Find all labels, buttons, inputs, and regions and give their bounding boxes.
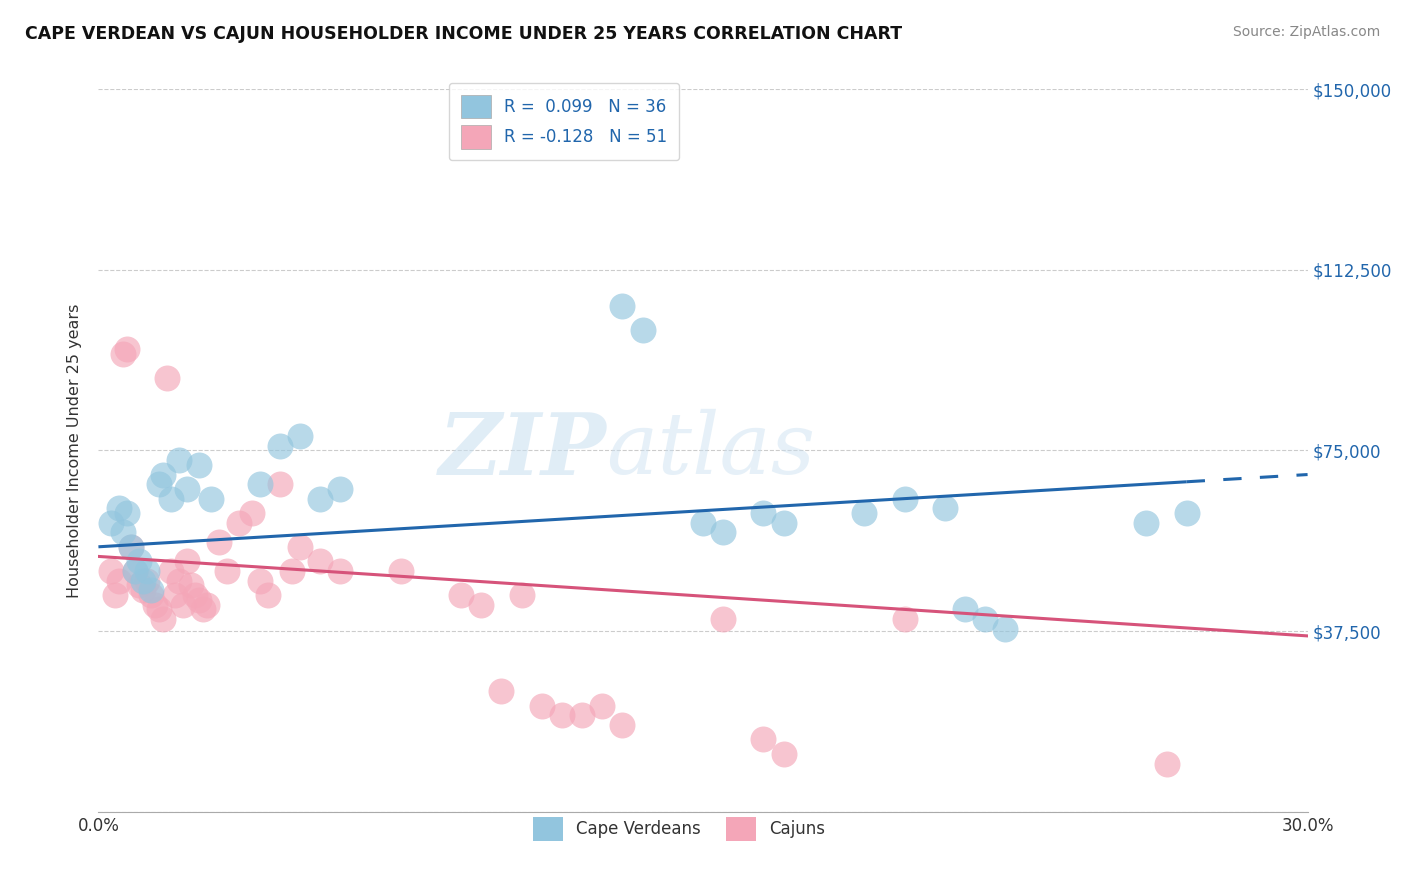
Point (953, 602, 976, 616)
Point (115, 506, 138, 520)
Point (256, 588, 278, 602)
Point (195, 598, 218, 612)
Point (269, 439, 291, 453)
Point (111, 525, 134, 540)
Point (193, 602, 215, 616)
Point (120, 540, 142, 554)
Point (139, 583, 162, 598)
Point (450, 588, 472, 602)
Point (107, 574, 129, 588)
Point (571, 708, 593, 723)
Point (994, 622, 1017, 636)
Point (107, 501, 129, 516)
Point (115, 343, 138, 357)
Point (1175, 506, 1198, 520)
Point (974, 612, 997, 626)
Point (160, 491, 183, 506)
Point (184, 588, 207, 602)
Point (772, 747, 794, 761)
Point (329, 564, 352, 578)
Point (249, 477, 271, 491)
Point (510, 588, 533, 602)
Point (148, 477, 170, 491)
Point (217, 564, 239, 578)
Point (530, 698, 553, 713)
Text: Source: ZipAtlas.com: Source: ZipAtlas.com (1233, 25, 1381, 39)
Point (143, 598, 166, 612)
Point (591, 698, 613, 713)
Point (281, 564, 304, 578)
Point (180, 578, 202, 592)
Point (160, 564, 183, 578)
Point (124, 564, 146, 578)
Point (288, 429, 311, 443)
Point (167, 453, 190, 467)
Point (551, 708, 574, 723)
Point (128, 554, 150, 568)
Point (200, 491, 222, 506)
Point (100, 564, 122, 578)
Point (128, 578, 150, 592)
Point (612, 299, 634, 313)
Legend: Cape Verdeans, Cajuns: Cape Verdeans, Cajuns (519, 804, 838, 854)
Point (389, 564, 412, 578)
Y-axis label: Householder Income Under 25 years: Householder Income Under 25 years (67, 303, 83, 598)
Point (470, 598, 492, 612)
Point (176, 482, 198, 496)
Point (752, 506, 775, 520)
Point (167, 574, 190, 588)
Text: ZIP: ZIP (439, 409, 606, 492)
Point (172, 598, 194, 612)
Text: CAPE VERDEAN VS CAJUN HOUSEHOLDER INCOME UNDER 25 YEARS CORRELATION CHART: CAPE VERDEAN VS CAJUN HOUSEHOLDER INCOME… (25, 25, 903, 43)
Point (491, 684, 513, 698)
Point (309, 554, 332, 568)
Point (132, 574, 155, 588)
Point (152, 467, 174, 482)
Point (853, 506, 876, 520)
Point (772, 516, 794, 530)
Point (135, 574, 157, 588)
Point (240, 506, 263, 520)
Point (309, 491, 332, 506)
Point (612, 718, 634, 732)
Point (1135, 516, 1157, 530)
Point (100, 516, 122, 530)
Point (711, 612, 734, 626)
Point (188, 458, 211, 472)
Point (152, 612, 174, 626)
Point (176, 554, 198, 568)
Point (752, 732, 775, 747)
Text: atlas: atlas (606, 409, 815, 491)
Point (111, 347, 134, 361)
Point (148, 602, 170, 616)
Point (188, 592, 211, 607)
Point (288, 540, 311, 554)
Point (156, 371, 179, 385)
Point (893, 491, 915, 506)
Point (893, 612, 915, 626)
Point (139, 588, 162, 602)
Point (124, 564, 146, 578)
Point (631, 323, 654, 337)
Point (132, 583, 155, 598)
Point (103, 588, 125, 602)
Point (692, 516, 714, 530)
Point (1156, 756, 1178, 771)
Point (249, 574, 271, 588)
Point (269, 477, 291, 491)
Point (711, 525, 734, 540)
Point (934, 501, 956, 516)
Point (228, 516, 250, 530)
Point (208, 535, 231, 549)
Point (163, 588, 186, 602)
Point (329, 482, 352, 496)
Point (135, 564, 157, 578)
Point (120, 540, 142, 554)
